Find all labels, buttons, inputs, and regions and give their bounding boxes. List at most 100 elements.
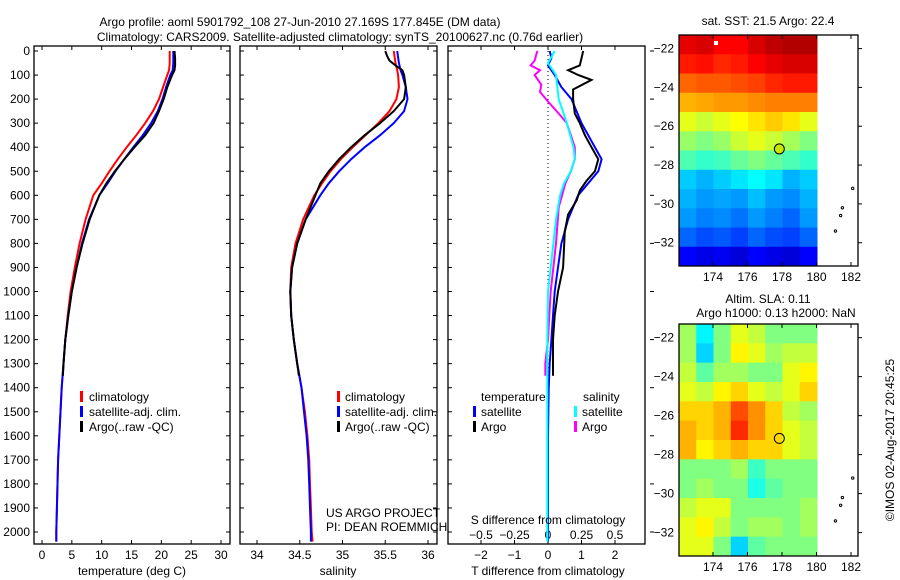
depth-tick-label: 1100 <box>4 309 30 323</box>
sla-map-cell <box>696 420 714 441</box>
sla-map-cell <box>782 459 801 480</box>
s-diff-tick-label: 0.25 <box>570 528 594 542</box>
sla-map-cell <box>782 382 801 402</box>
depth-tick-label: 400 <box>10 140 30 154</box>
sst-map-cell <box>799 227 818 248</box>
sla-map-cell <box>696 362 714 383</box>
sst-map-cell <box>696 169 714 190</box>
depth-tick-label: 300 <box>10 116 30 130</box>
sst-map-cell <box>713 112 732 132</box>
sla-map-cell <box>799 343 818 364</box>
sst-map-cell <box>713 73 732 94</box>
legend-label: Argo <box>582 420 608 434</box>
temperature-tick-label: 10 <box>95 548 109 562</box>
sst-map-lon-label: 174 <box>703 270 723 284</box>
island-outline <box>833 229 838 233</box>
sst-map-cell <box>799 169 818 190</box>
sst-map-lon-label: 180 <box>806 270 826 284</box>
sst-map-cell <box>765 35 783 55</box>
sla-map-cell <box>765 362 783 383</box>
difference-line <box>529 50 576 376</box>
sst-map-cell <box>696 35 714 55</box>
argo-position-marker <box>773 432 785 444</box>
sst-map-cell <box>730 227 749 248</box>
sla-map-cell <box>799 440 818 460</box>
sst-map-lat-label: −26 <box>654 119 675 133</box>
legend-swatch-climatology <box>80 391 83 402</box>
sst-map-cell <box>748 208 766 228</box>
salinity-line <box>289 50 407 376</box>
sla-map-cell <box>679 536 697 557</box>
sla-map-cell <box>799 420 818 441</box>
sst-map-lat-label: −28 <box>654 158 675 172</box>
sla-map-cell <box>730 401 749 422</box>
sst-map-cell <box>782 92 801 113</box>
sst-map-cell <box>765 73 783 94</box>
sla-map-cell <box>730 440 749 460</box>
legend-swatch-s-satellite <box>574 406 577 417</box>
sst-map-cell <box>782 54 801 74</box>
sst-map-cell <box>799 189 818 209</box>
legend-swatch-s-argo <box>574 421 577 432</box>
temperature-panel-frame <box>33 45 231 545</box>
sst-map-cell <box>730 246 749 267</box>
salinity-tick-label: 34.5 <box>288 548 312 562</box>
sst-map-frame <box>678 34 859 267</box>
sla-map-title: Altim. SLA: 0.11 <box>725 292 810 306</box>
sla-map-cell <box>765 382 783 402</box>
sla-map-cell <box>730 459 749 480</box>
sla-map-lon-label: 174 <box>703 560 723 574</box>
sla-map-cell <box>765 498 783 518</box>
legend-label: satellite <box>582 405 623 419</box>
legend-swatch-t-satellite <box>473 406 476 417</box>
legend-header-salinity: salinity <box>583 390 620 404</box>
sst-map-cell <box>696 208 714 228</box>
sla-map-cell <box>713 459 732 480</box>
sst-map-cell <box>782 112 801 132</box>
difference-legend: temperature satellite Argo salinity sate… <box>473 390 623 434</box>
sst-map-cell <box>679 208 697 228</box>
sst-map-cell <box>799 54 818 74</box>
salinity-tick-label: 35 <box>336 548 350 562</box>
sst-map-cell <box>765 246 783 267</box>
plot-layer: 0100200300400500600700800900100011001200… <box>3 35 862 574</box>
legend-label: satellite-adj. clim. <box>345 405 437 419</box>
sla-map-cell <box>679 401 697 422</box>
sst-map-cell <box>782 227 801 248</box>
sla-map-cell <box>679 440 697 460</box>
sla-map-cell <box>696 498 714 518</box>
sla-map-cell <box>713 324 732 344</box>
sst-map-cell <box>799 92 818 113</box>
sst-map-cell <box>679 73 697 94</box>
sla-map-cell <box>799 498 818 518</box>
sst-map-cell <box>696 189 714 209</box>
sst-map-lon-label: 182 <box>841 270 861 284</box>
argo-position-marker <box>773 143 785 155</box>
sla-map-frame <box>678 323 859 557</box>
sst-map-cell <box>730 35 749 55</box>
sst-map-cell <box>765 92 783 113</box>
sla-map-cell <box>696 478 714 499</box>
t-diff-tick-label: 1 <box>578 548 585 562</box>
sst-map-cell <box>679 227 697 248</box>
sla-map-cell <box>713 343 732 364</box>
legend-label: satellite <box>481 405 522 419</box>
sst-map-cell <box>748 246 766 267</box>
legend-label: climatology <box>345 390 405 404</box>
sla-map-cell <box>713 362 732 383</box>
sla-map-cell <box>679 517 697 538</box>
t-diff-tick-label: 2 <box>612 548 619 562</box>
sla-map-cell <box>713 440 732 460</box>
depth-tick-label: 600 <box>10 188 30 202</box>
sla-map-cell <box>679 459 697 480</box>
sla-map-cell <box>799 459 818 480</box>
temperature-tick-label: 0 <box>39 548 46 562</box>
depth-tick-label: 1800 <box>3 477 30 491</box>
sst-map-cell <box>782 150 801 171</box>
sst-map-cell <box>679 35 697 55</box>
sla-map-cell <box>748 343 766 364</box>
sst-map-cell <box>765 227 783 248</box>
sla-map-cell <box>730 517 749 538</box>
sla-map-cell <box>748 420 766 441</box>
